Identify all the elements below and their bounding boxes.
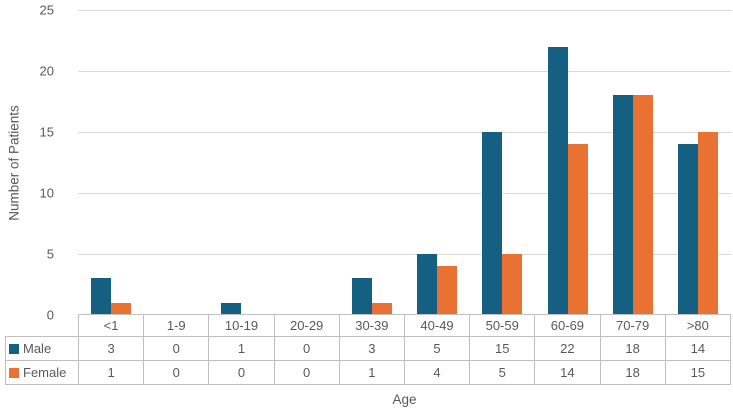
- bar-group-20-29: [274, 10, 339, 315]
- gridline: [78, 10, 731, 11]
- value-cell: 14: [534, 360, 601, 385]
- value-cell: 15: [469, 336, 536, 361]
- bar-group-1-9: [143, 10, 208, 315]
- male-legend-swatch-icon: [9, 344, 19, 354]
- male-bar: [417, 254, 438, 315]
- gridline: [78, 193, 731, 194]
- category-header-cell: 40-49: [403, 314, 471, 337]
- table-body: <1 1-9 10-19 20-29 30-39 40-49 50-59 60-69 70-79…: [5, 314, 732, 385]
- y-tick-label: 0: [46, 307, 54, 323]
- value-cell: 1: [208, 336, 275, 361]
- legend-label: Female: [23, 365, 67, 380]
- value-cell: 22: [534, 336, 601, 361]
- gridline: [78, 254, 731, 255]
- gridline: [78, 71, 731, 72]
- female-bar: [567, 144, 588, 315]
- y-tick-label: 15: [39, 124, 54, 140]
- value-cell: 3: [338, 336, 405, 361]
- value-cell: 18: [599, 336, 666, 361]
- category-header-cell: 30-39: [338, 314, 405, 337]
- category-header-cell: 1-9: [143, 314, 210, 337]
- gridline: [78, 132, 731, 133]
- female-bar: [371, 302, 392, 315]
- bar-group-70-79: [600, 10, 665, 315]
- value-cell: 1: [338, 360, 405, 385]
- female-bar: [502, 254, 523, 315]
- male-bar: [678, 144, 699, 315]
- category-header-cell: 10-19: [208, 314, 275, 337]
- category-header-cell: 20-29: [273, 314, 340, 337]
- female-bar: [437, 266, 458, 315]
- value-cell: 3: [77, 336, 145, 361]
- category-header-cell: 50-59: [469, 314, 536, 337]
- bar-group->80: [666, 10, 731, 315]
- value-cell: 14: [664, 336, 732, 361]
- value-cell: 5: [403, 336, 471, 361]
- value-cell: 18: [599, 360, 666, 385]
- male-bar: [547, 46, 568, 315]
- value-cell: 0: [273, 336, 340, 361]
- bar-group-60-69: [535, 10, 600, 315]
- y-tick-label: 25: [39, 2, 54, 18]
- y-tick-label: 10: [39, 185, 54, 201]
- value-cell: 4: [403, 360, 471, 385]
- value-cell: 15: [664, 360, 732, 385]
- legend-label: Male: [23, 341, 52, 356]
- value-cell: 1: [77, 360, 145, 385]
- table-header-row: <1 1-9 10-19 20-29 30-39 40-49 50-59 60-69 70-79…: [6, 314, 732, 337]
- data-table: <1 1-9 10-19 20-29 30-39 40-49 50-59 60-69 70-79…: [5, 314, 732, 385]
- x-axis-title: Age: [392, 392, 417, 407]
- male-bar: [90, 278, 111, 315]
- table-row-male: Male 3 0 1 0 3 5 15 22 18 14: [5, 336, 732, 361]
- male-bar: [482, 132, 503, 315]
- bar-groups: [78, 10, 731, 315]
- female-bar: [110, 302, 131, 315]
- legend-cell-male: Male: [5, 336, 79, 361]
- plot-area: [78, 10, 731, 315]
- bar-group-<1: [78, 10, 143, 315]
- bar-group-40-49: [404, 10, 469, 315]
- female-legend-swatch-icon: [9, 368, 19, 378]
- y-tick-label: 5: [46, 246, 54, 262]
- male-bar: [613, 95, 634, 315]
- y-axis-ticks: 0 5 10 15 20 25: [0, 3, 58, 323]
- value-cell: 0: [208, 360, 275, 385]
- bar-group-30-39: [339, 10, 404, 315]
- category-header-cell: 60-69: [534, 314, 601, 337]
- y-tick-label: 20: [39, 63, 54, 79]
- value-cell: 0: [273, 360, 340, 385]
- category-header-cell: 70-79: [599, 314, 666, 337]
- male-bar: [351, 278, 372, 315]
- male-bar: [221, 302, 242, 315]
- value-cell: 0: [143, 336, 210, 361]
- legend-cell-female: Female: [5, 360, 79, 385]
- category-header-cell: >80: [664, 314, 732, 337]
- table-corner-cell: [6, 315, 79, 337]
- category-header-cell: <1: [77, 314, 145, 337]
- value-cell: 0: [143, 360, 210, 385]
- female-bar: [698, 132, 719, 315]
- bar-group-10-19: [209, 10, 274, 315]
- female-bar: [633, 95, 654, 315]
- value-cell: 5: [469, 360, 536, 385]
- table-row-female: Female 1 0 0 0 1 4 5 14 18 15: [5, 360, 732, 385]
- bar-group-50-59: [470, 10, 535, 315]
